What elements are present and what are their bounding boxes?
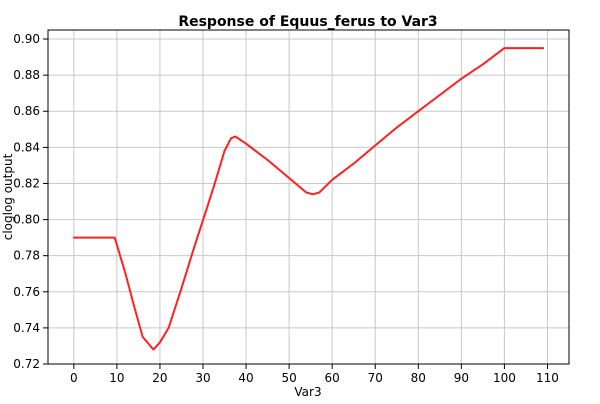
grid-layer (48, 30, 569, 365)
x-axis-label: Var3 (294, 385, 321, 399)
y-tick-label: 0.74 (13, 321, 40, 335)
plot-frame (47, 29, 570, 365)
x-tick-label: 50 (281, 371, 296, 385)
y-tick-label: 0.82 (13, 176, 40, 190)
y-tick-label: 0.86 (13, 104, 40, 118)
y-tick-label: 0.76 (13, 285, 40, 299)
y-tick-label: 0.84 (13, 140, 40, 154)
x-tick-label: 20 (152, 371, 167, 385)
series-layer (72, 47, 545, 351)
x-tick-label: 80 (411, 371, 426, 385)
y-tick-label: 0.80 (13, 213, 40, 227)
y-tick-label: 0.88 (13, 68, 40, 82)
x-tick-label: 40 (238, 371, 253, 385)
x-tick-label: 70 (368, 371, 383, 385)
tick-layer: 0 10 20 30 40 50 60 70 80 90 100 110 0.72 0.74 0.76 0.7… (13, 32, 559, 385)
x-tick-label: 10 (109, 371, 124, 385)
x-tick-label: 90 (454, 371, 469, 385)
response-line (72, 47, 545, 351)
x-tick-label: 0 (70, 371, 78, 385)
x-tick-label: 60 (325, 371, 340, 385)
chart-title: Response of Equus_ferus to Var3 (178, 14, 437, 30)
x-tick-label: 30 (195, 371, 210, 385)
y-tick-label: 0.90 (13, 32, 40, 46)
y-tick-label: 0.72 (13, 357, 40, 371)
y-axis-label: cloglog output (1, 153, 15, 240)
x-tick-label: 110 (536, 371, 559, 385)
x-tick-label: 100 (493, 371, 516, 385)
y-tick-label: 0.78 (13, 249, 40, 263)
